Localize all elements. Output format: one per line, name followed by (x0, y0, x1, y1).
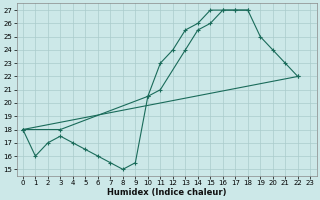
X-axis label: Humidex (Indice chaleur): Humidex (Indice chaleur) (107, 188, 226, 197)
